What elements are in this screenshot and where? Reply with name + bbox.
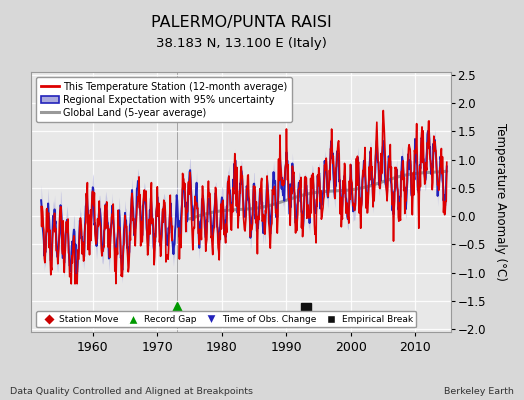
Text: Data Quality Controlled and Aligned at Breakpoints: Data Quality Controlled and Aligned at B… (10, 387, 254, 396)
Text: Berkeley Earth: Berkeley Earth (444, 387, 514, 396)
Legend: Station Move, Record Gap, Time of Obs. Change, Empirical Break: Station Move, Record Gap, Time of Obs. C… (36, 311, 417, 328)
Text: PALERMO/PUNTA RAISI: PALERMO/PUNTA RAISI (151, 15, 331, 30)
Y-axis label: Temperature Anomaly (°C): Temperature Anomaly (°C) (495, 123, 507, 281)
Text: 38.183 N, 13.100 E (Italy): 38.183 N, 13.100 E (Italy) (156, 37, 326, 50)
